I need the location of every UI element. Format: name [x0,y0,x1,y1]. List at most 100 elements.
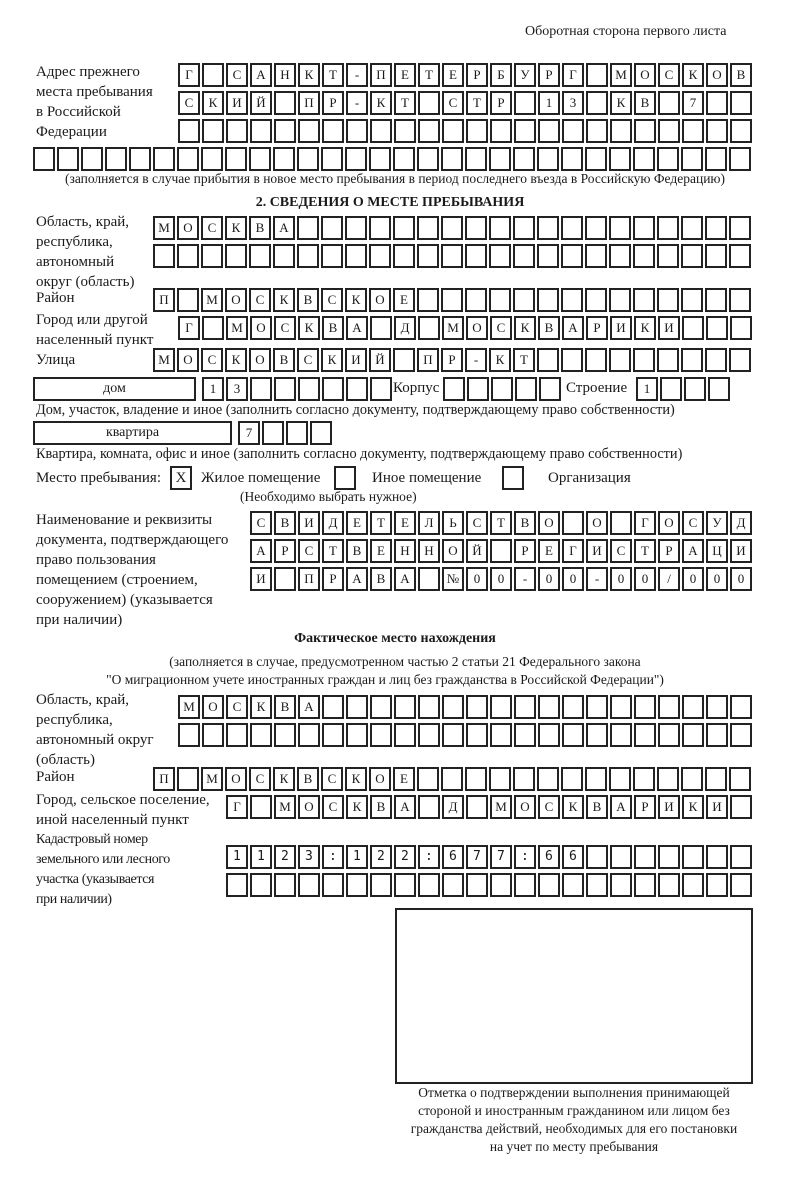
char-cell[interactable] [537,216,559,240]
char-cell[interactable]: К [682,63,704,87]
char-cell[interactable] [346,377,368,401]
char-cell[interactable] [610,511,632,535]
char-cell[interactable] [609,244,631,268]
char-cell[interactable]: Е [393,767,415,791]
char-cell[interactable] [466,845,488,869]
char-cell[interactable] [684,377,706,401]
char-cell[interactable]: А [250,63,272,87]
char-cell[interactable] [562,511,584,535]
apartment-type-field[interactable]: квартира [33,421,232,445]
char-cell[interactable]: К [514,316,536,340]
char-cell[interactable] [177,288,199,312]
char-cell[interactable]: М [153,216,175,240]
char-cell[interactable] [681,348,703,372]
char-cell[interactable] [633,348,655,372]
char-cell[interactable]: П [370,63,392,87]
char-cell[interactable]: 7 [238,421,260,445]
char-cell[interactable]: У [514,63,536,87]
char-cell[interactable] [394,695,416,719]
char-cell[interactable] [443,377,465,401]
char-cell[interactable]: К [273,767,295,791]
char-cell[interactable] [681,147,703,171]
char-cell[interactable]: Т [466,91,488,115]
char-cell[interactable]: Е [393,288,415,312]
char-cell[interactable] [490,723,512,747]
char-cell[interactable] [417,216,439,240]
char-cell[interactable]: К [345,767,367,791]
char-cell[interactable] [585,244,607,268]
char-cell[interactable] [705,216,727,240]
char-cell[interactable] [177,767,199,791]
char-cell[interactable]: Т [322,539,344,563]
char-cell[interactable]: Ь [442,511,464,535]
char-cell[interactable]: С [249,288,271,312]
char-cell[interactable] [585,288,607,312]
char-cell[interactable] [610,845,632,869]
char-cell[interactable]: Т [370,511,392,535]
char-cell[interactable] [586,63,608,87]
char-cell[interactable] [490,873,512,897]
char-cell[interactable] [202,63,224,87]
char-cell[interactable] [657,147,679,171]
char-cell[interactable] [322,723,344,747]
char-cell[interactable]: С [538,795,560,819]
char-cell[interactable] [634,695,656,719]
char-cell[interactable] [538,695,560,719]
char-cell[interactable] [586,695,608,719]
char-cell[interactable] [610,723,632,747]
char-cell[interactable]: К [298,316,320,340]
char-cell[interactable]: О [369,288,391,312]
char-cell[interactable]: Д [730,511,752,535]
char-cell[interactable]: Р [274,539,296,563]
char-cell[interactable] [537,288,559,312]
char-cell[interactable]: Т [322,63,344,87]
char-cell[interactable] [465,216,487,240]
char-cell[interactable]: Р [538,63,560,87]
char-cell[interactable]: К [321,348,343,372]
char-cell[interactable]: - [514,567,536,591]
char-cell[interactable]: С [201,348,223,372]
char-cell[interactable] [202,119,224,143]
char-cell[interactable]: М [490,795,512,819]
char-cell[interactable] [490,119,512,143]
char-cell[interactable] [418,91,440,115]
char-cell[interactable] [466,873,488,897]
char-cell[interactable] [321,244,343,268]
char-cell[interactable] [706,845,728,869]
char-cell[interactable] [441,147,463,171]
char-cell[interactable] [298,377,320,401]
char-cell[interactable]: С [297,348,319,372]
char-cell[interactable]: Н [394,539,416,563]
char-cell[interactable]: С [298,539,320,563]
char-cell[interactable] [297,147,319,171]
char-cell[interactable]: - [586,567,608,591]
char-cell[interactable] [394,723,416,747]
char-cell[interactable]: М [201,288,223,312]
char-cell[interactable] [274,723,296,747]
char-cell[interactable]: В [370,567,392,591]
char-cell[interactable] [393,348,415,372]
char-cell[interactable] [633,244,655,268]
char-cell[interactable] [418,873,440,897]
char-cell[interactable] [490,695,512,719]
char-cell[interactable] [441,244,463,268]
char-cell[interactable] [586,91,608,115]
char-cell[interactable] [658,873,680,897]
char-cell[interactable] [322,377,344,401]
char-cell[interactable]: В [274,511,296,535]
char-cell[interactable]: П [298,567,320,591]
char-cell[interactable] [634,119,656,143]
char-cell[interactable] [345,147,367,171]
char-cell[interactable] [658,695,680,719]
char-cell[interactable] [634,873,656,897]
char-cell[interactable]: В [586,795,608,819]
char-cell[interactable] [370,316,392,340]
char-cell[interactable] [418,795,440,819]
char-cell[interactable] [681,216,703,240]
char-cell[interactable]: К [346,795,368,819]
char-cell[interactable]: А [346,316,368,340]
char-cell[interactable] [346,723,368,747]
char-cell[interactable] [298,873,320,897]
char-cell[interactable] [682,845,704,869]
char-cell[interactable]: А [298,695,320,719]
